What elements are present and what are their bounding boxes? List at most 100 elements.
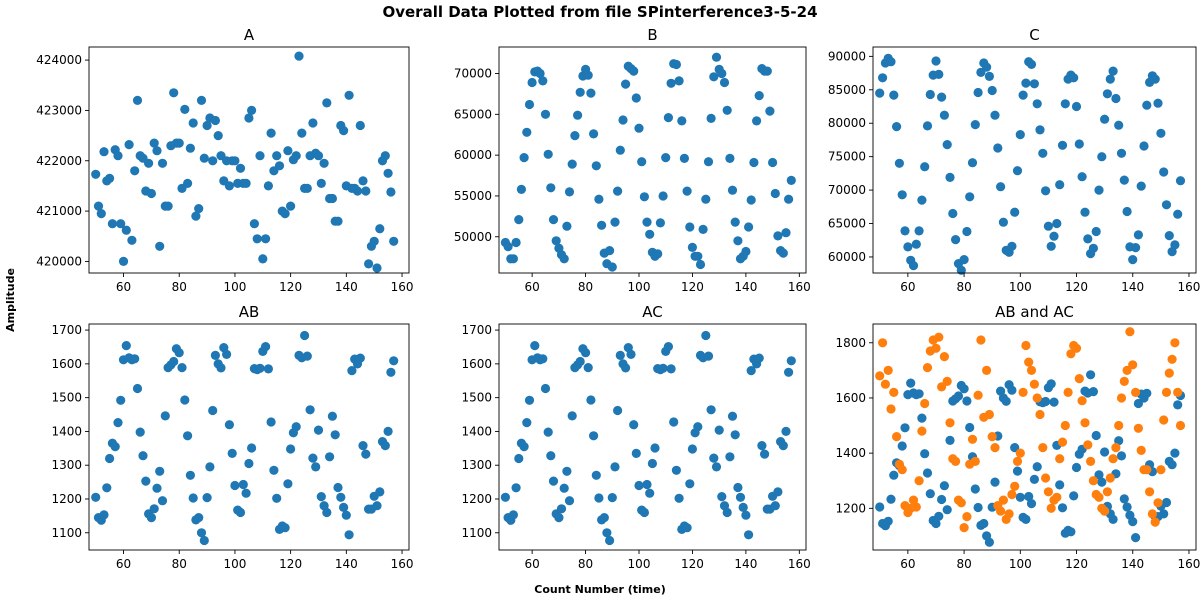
scatter-point xyxy=(892,432,902,442)
scatter-point xyxy=(1018,387,1028,397)
scatter-point xyxy=(562,221,572,231)
scatter-point xyxy=(698,224,708,234)
scatter-point xyxy=(934,332,944,342)
scatter-point xyxy=(144,158,154,168)
scatter-point xyxy=(886,494,896,504)
scatter-point xyxy=(132,383,143,394)
scatter-point xyxy=(880,379,891,389)
x-tick-label: 160 xyxy=(788,280,811,294)
scatter-point xyxy=(121,225,131,235)
scatter-point xyxy=(146,188,156,199)
scatter-point xyxy=(642,479,652,490)
scatter-point xyxy=(658,191,668,201)
scatter-point xyxy=(311,462,321,472)
scatter-point xyxy=(258,254,268,264)
y-tick-label: 421000 xyxy=(36,204,82,218)
scatter-point xyxy=(113,151,123,161)
scatter-point xyxy=(333,216,343,226)
scatter-point xyxy=(546,451,556,461)
scatter-point xyxy=(1026,499,1037,509)
scatter-point xyxy=(897,441,907,451)
scatter-point xyxy=(1080,418,1090,428)
scatter-point xyxy=(1142,100,1152,110)
x-tick-label: 160 xyxy=(391,557,414,571)
scatter-point xyxy=(369,236,379,246)
scatter-point xyxy=(107,219,117,229)
scatter-point xyxy=(749,157,759,168)
subplot-title: AC xyxy=(642,303,662,321)
scatter-point xyxy=(784,194,794,204)
x-tick-label: 100 xyxy=(628,280,651,294)
scatter-point xyxy=(1094,185,1104,195)
scatter-point xyxy=(1007,489,1017,500)
scatter-point xyxy=(637,157,647,167)
scatter-point xyxy=(984,537,995,547)
scatter-point xyxy=(516,184,527,194)
scatter-point xyxy=(631,448,641,458)
scatter-point xyxy=(1069,73,1079,83)
scatter-point xyxy=(1111,443,1121,453)
scatter-point xyxy=(1108,454,1118,464)
scatter-point xyxy=(1049,231,1059,241)
scatter-point xyxy=(1029,79,1039,89)
scatter-point xyxy=(372,263,382,273)
y-tick-label: 420000 xyxy=(36,254,82,268)
scatter-point xyxy=(931,518,941,529)
scatter-point xyxy=(1046,503,1056,513)
scatter-point xyxy=(152,146,162,156)
scatter-point xyxy=(597,220,607,230)
scatter-point xyxy=(352,186,363,196)
axes-frame xyxy=(872,323,1197,551)
y-tick-label: 1400 xyxy=(461,424,492,438)
x-tick-label: 80 xyxy=(956,280,971,294)
scatter-point xyxy=(607,493,617,503)
scatter-point xyxy=(1175,420,1186,431)
scatter-point xyxy=(1021,78,1031,88)
scatter-point xyxy=(263,181,273,191)
scatter-point xyxy=(711,52,722,62)
scatter-point xyxy=(1170,338,1180,348)
scatter-point xyxy=(1111,93,1121,104)
scatter-point xyxy=(247,105,257,115)
scatter-point xyxy=(711,462,722,472)
scatter-point xyxy=(987,85,997,96)
scatter-point xyxy=(1122,365,1132,375)
scatter-point xyxy=(682,523,692,533)
scatter-point xyxy=(1131,533,1141,543)
scatter-point xyxy=(1173,400,1183,410)
scatter-point xyxy=(1032,393,1042,403)
scatter-point xyxy=(174,348,184,358)
scatter-point xyxy=(687,444,698,454)
scatter-point xyxy=(615,145,625,155)
figure-ylabel: Amplitude xyxy=(4,268,17,332)
scatter-point xyxy=(386,367,396,377)
scatter-point xyxy=(900,423,910,433)
scatter-point xyxy=(583,70,593,80)
scatter-point xyxy=(235,163,246,173)
scatter-point xyxy=(1150,74,1160,84)
scatter-point xyxy=(372,501,382,511)
scatter-point xyxy=(538,76,548,86)
scatter-point xyxy=(875,371,885,381)
x-tick-label: 140 xyxy=(1121,557,1144,571)
scatter-point xyxy=(1145,487,1155,497)
x-tick-label: 140 xyxy=(734,557,757,571)
scatter-point xyxy=(770,188,780,199)
scatter-point xyxy=(297,128,307,138)
scatter-point xyxy=(300,330,310,341)
scatter-point xyxy=(1024,491,1034,502)
scatter-point xyxy=(1071,343,1082,353)
scatter-point xyxy=(875,502,885,512)
scatter-point xyxy=(272,151,282,161)
x-tick-label: 160 xyxy=(1178,280,1200,294)
scatter-point xyxy=(247,443,257,453)
scatter-point xyxy=(286,201,296,211)
scatter-point xyxy=(1122,206,1132,217)
scatter-point xyxy=(313,151,324,161)
scatter-point xyxy=(283,479,293,489)
scatter-point xyxy=(786,175,796,185)
scatter-point xyxy=(1086,456,1096,466)
scatter-point xyxy=(554,513,564,523)
scatter-point xyxy=(677,116,687,126)
scatter-point xyxy=(1012,456,1023,466)
